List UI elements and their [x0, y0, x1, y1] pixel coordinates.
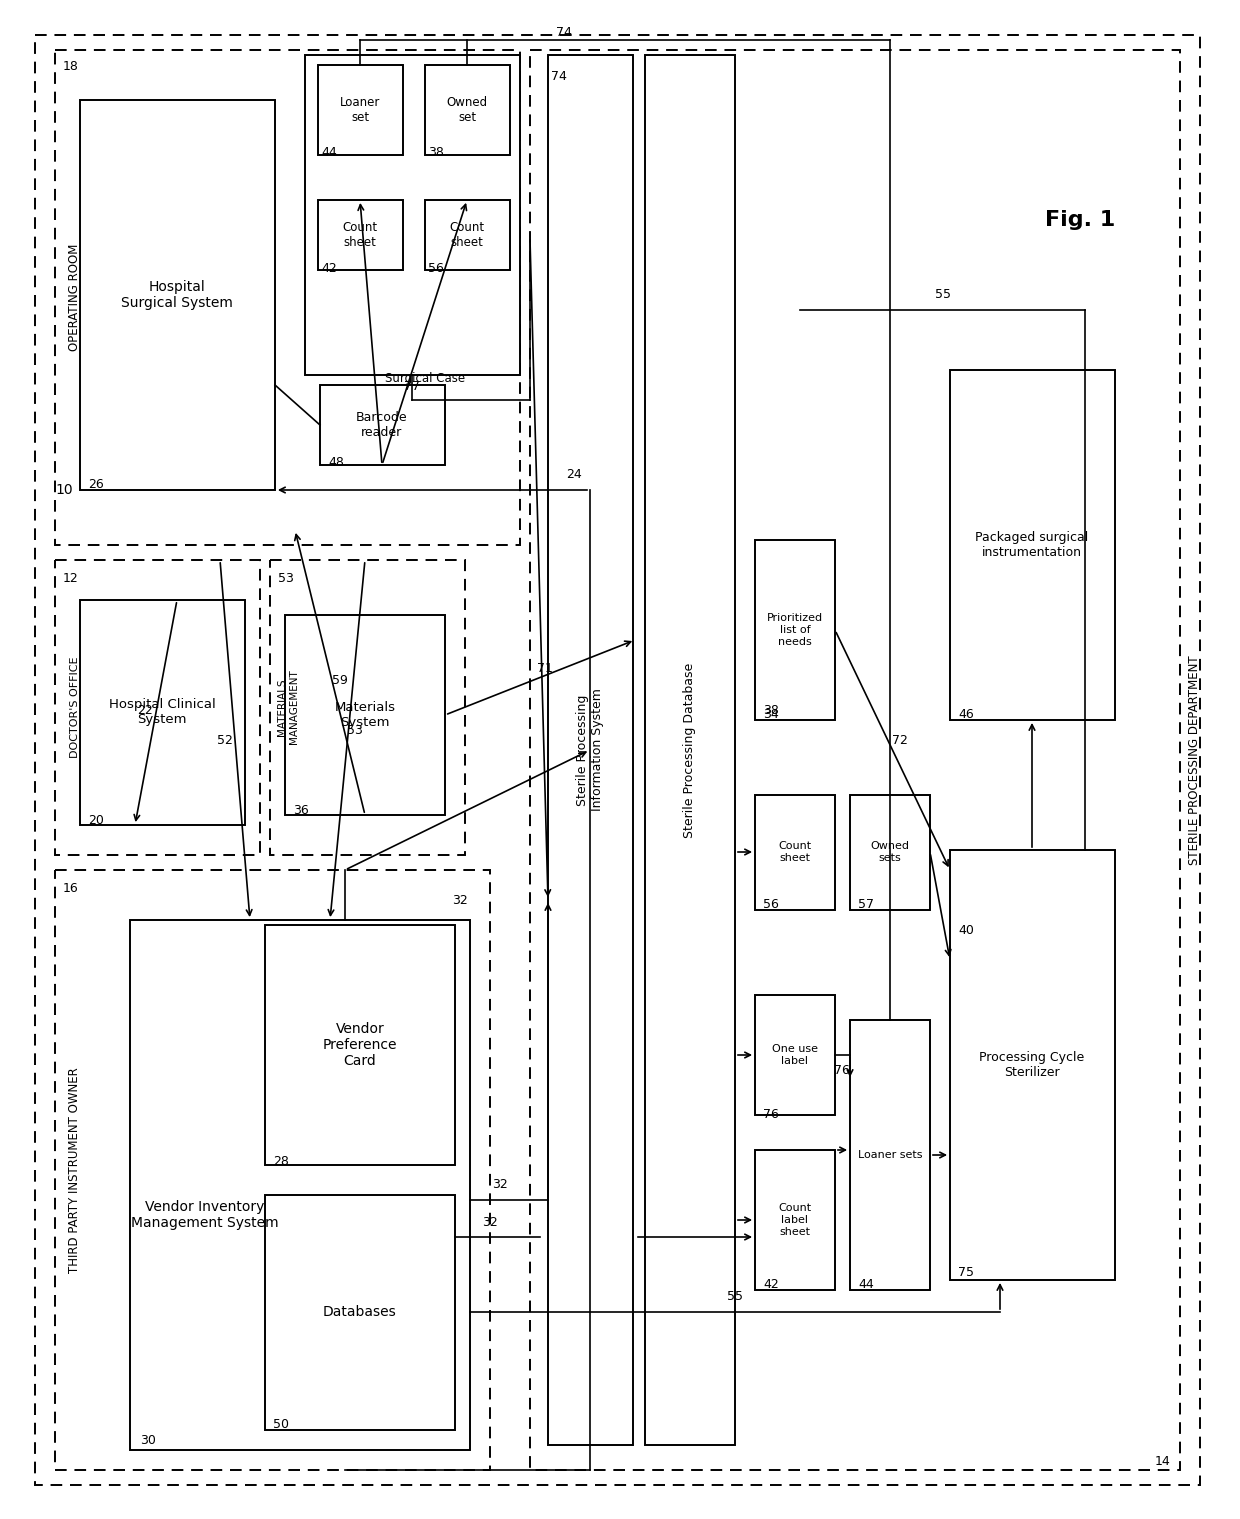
Text: 56: 56 — [763, 899, 779, 911]
Text: Processing Cycle
Sterilizer: Processing Cycle Sterilizer — [980, 1051, 1085, 1078]
Bar — [755, 995, 835, 1115]
Text: Hospital Clinical
System: Hospital Clinical System — [109, 699, 216, 726]
Bar — [130, 921, 470, 1451]
Text: 52: 52 — [217, 734, 233, 746]
Text: 42: 42 — [321, 261, 337, 275]
Bar — [265, 1195, 455, 1429]
Text: Hospital
Surgical System: Hospital Surgical System — [122, 279, 233, 310]
Text: MATERIALS
MANAGEMENT: MATERIALS MANAGEMENT — [278, 670, 299, 744]
Text: 75: 75 — [959, 1265, 973, 1279]
Text: 20: 20 — [88, 814, 104, 826]
Text: 56: 56 — [428, 261, 444, 275]
Text: 76: 76 — [763, 1109, 779, 1121]
Bar — [548, 55, 632, 1445]
Bar — [755, 794, 835, 910]
Text: Count
sheet: Count sheet — [342, 220, 377, 249]
Text: 32: 32 — [453, 893, 467, 907]
Text: Owned
sets: Owned sets — [870, 842, 909, 863]
Bar — [285, 615, 445, 816]
Text: 42: 42 — [763, 1279, 779, 1291]
Text: 32: 32 — [482, 1215, 498, 1229]
Text: Surgical Case: Surgical Case — [384, 372, 465, 384]
Bar — [950, 851, 1115, 1281]
Text: Vendor Inventory
Management System: Vendor Inventory Management System — [131, 1200, 279, 1230]
Text: 18: 18 — [63, 59, 79, 73]
Text: Fig. 1: Fig. 1 — [1045, 210, 1115, 229]
Text: Databases: Databases — [324, 1305, 397, 1318]
Bar — [55, 50, 520, 545]
Text: 59: 59 — [332, 673, 348, 687]
Text: Loaner
set: Loaner set — [340, 96, 381, 125]
Bar — [755, 1150, 835, 1290]
Text: STERILE PROCESSING DEPARTMENT: STERILE PROCESSING DEPARTMENT — [1188, 655, 1202, 864]
Text: 53: 53 — [347, 723, 363, 737]
Text: 46: 46 — [959, 708, 973, 722]
Text: Count
sheet: Count sheet — [779, 842, 811, 863]
Bar — [305, 55, 520, 375]
Bar — [849, 794, 930, 910]
Text: 44: 44 — [321, 146, 337, 159]
Text: 76: 76 — [835, 1063, 849, 1077]
Text: One use
label: One use label — [773, 1044, 818, 1066]
Bar — [849, 1019, 930, 1290]
Text: Owned
set: Owned set — [446, 96, 487, 125]
Text: 32: 32 — [492, 1179, 508, 1191]
Bar — [81, 600, 246, 825]
Text: 34: 34 — [763, 708, 779, 722]
Text: 57: 57 — [858, 899, 874, 911]
Bar — [645, 55, 735, 1445]
Text: 38: 38 — [428, 146, 444, 159]
Bar — [320, 384, 445, 465]
Text: Materials
System: Materials System — [335, 700, 396, 729]
Text: 24: 24 — [567, 468, 582, 482]
Text: 14: 14 — [1154, 1455, 1171, 1467]
Text: 50: 50 — [273, 1419, 289, 1431]
Bar — [55, 870, 490, 1470]
Bar — [425, 65, 510, 155]
Text: 28: 28 — [273, 1154, 289, 1168]
Text: 10: 10 — [55, 483, 73, 497]
Text: Barcode
reader: Barcode reader — [356, 412, 408, 439]
Text: 71: 71 — [537, 661, 553, 674]
Bar — [270, 561, 465, 855]
Text: 38: 38 — [763, 703, 779, 717]
Text: OPERATING ROOM: OPERATING ROOM — [68, 243, 82, 351]
Text: 44: 44 — [858, 1279, 874, 1291]
Text: DOCTOR'S OFFICE: DOCTOR'S OFFICE — [69, 656, 81, 758]
Bar — [81, 100, 275, 491]
Text: 55: 55 — [935, 289, 951, 301]
Text: Sterile Processing
Information System: Sterile Processing Information System — [577, 688, 604, 811]
Text: 40: 40 — [959, 924, 973, 937]
Text: Count
label
sheet: Count label sheet — [779, 1203, 811, 1236]
Bar — [317, 201, 403, 270]
Text: Loaner sets: Loaner sets — [858, 1150, 923, 1161]
Text: 48: 48 — [329, 456, 343, 468]
Text: 74: 74 — [551, 70, 567, 84]
Text: 16: 16 — [63, 883, 79, 895]
Text: 53: 53 — [278, 573, 294, 585]
Text: Packaged surgical
instrumentation: Packaged surgical instrumentation — [976, 532, 1089, 559]
Bar — [317, 65, 403, 155]
Text: 26: 26 — [88, 478, 104, 492]
Text: 72: 72 — [892, 734, 908, 746]
Text: 30: 30 — [140, 1434, 156, 1446]
Text: 22: 22 — [138, 703, 153, 717]
Text: THIRD PARTY INSTRUMENT OWNER: THIRD PARTY INSTRUMENT OWNER — [68, 1068, 82, 1273]
Bar — [425, 201, 510, 270]
Text: 55: 55 — [727, 1290, 743, 1302]
Bar — [265, 925, 455, 1165]
Text: Count
sheet: Count sheet — [449, 220, 485, 249]
Text: 77: 77 — [404, 380, 420, 393]
Bar — [950, 371, 1115, 720]
Text: Vendor
Preference
Card: Vendor Preference Card — [322, 1022, 397, 1068]
Bar — [55, 561, 260, 855]
Bar — [755, 539, 835, 720]
Bar — [529, 50, 1180, 1470]
Text: 12: 12 — [63, 573, 79, 585]
Text: 74: 74 — [556, 26, 572, 39]
Text: 36: 36 — [293, 804, 309, 817]
Text: Sterile Processing Database: Sterile Processing Database — [683, 662, 697, 837]
Text: Prioritized
list of
needs: Prioritized list of needs — [766, 614, 823, 647]
